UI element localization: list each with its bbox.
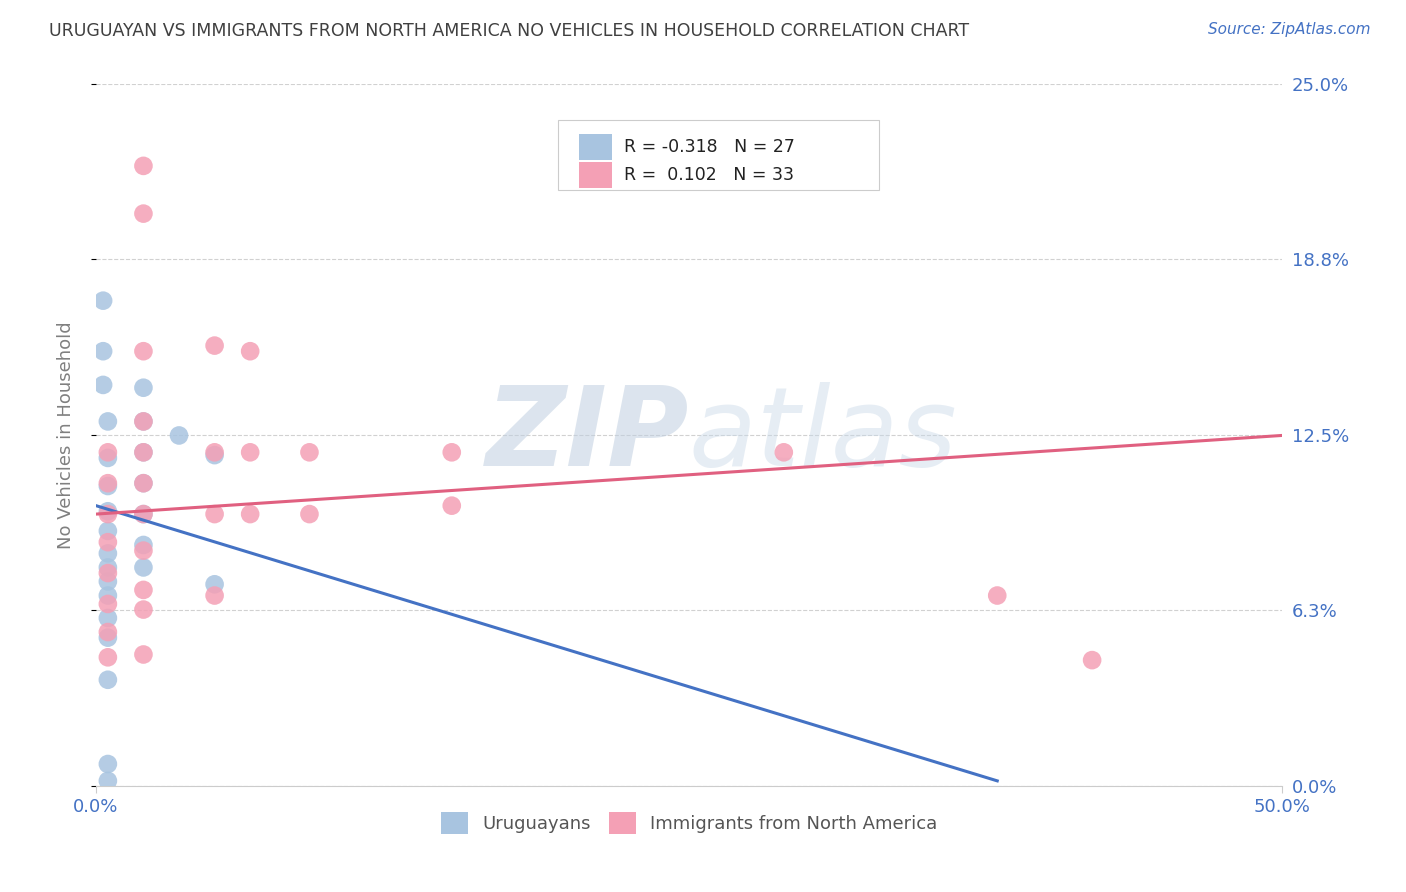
Point [132,648,155,662]
Point [97,611,120,625]
Point [132,159,155,173]
Point [132,476,155,491]
Point [97,673,120,687]
Point [97,479,120,493]
Y-axis label: No Vehicles in Household: No Vehicles in Household [58,322,75,549]
Point [97,574,120,589]
Point [97,476,120,491]
Point [132,602,155,616]
Point [132,543,155,558]
Point [97,524,120,538]
Point [97,445,120,459]
Text: ZIP: ZIP [485,382,689,489]
Point [204,589,226,603]
Point [298,445,321,459]
Text: Source: ZipAtlas.com: Source: ZipAtlas.com [1208,22,1371,37]
Point [97,450,120,465]
Point [440,445,463,459]
Point [298,507,321,521]
Text: R = -0.318   N = 27: R = -0.318 N = 27 [624,138,794,156]
Point [97,507,120,521]
Point [132,414,155,428]
FancyBboxPatch shape [579,134,612,161]
Point [91,378,114,392]
Point [97,625,120,640]
Point [239,507,262,521]
Point [132,344,155,359]
Point [97,757,120,772]
Point [204,507,226,521]
Point [132,414,155,428]
Point [204,338,226,352]
Point [1081,653,1104,667]
Point [132,476,155,491]
Point [132,560,155,574]
Point [97,414,120,428]
Text: R =  0.102   N = 33: R = 0.102 N = 33 [624,166,794,184]
FancyBboxPatch shape [579,161,612,188]
Point [97,773,120,788]
Point [204,577,226,591]
Point [97,650,120,665]
Point [97,589,120,603]
Point [132,381,155,395]
Point [132,206,155,220]
Point [239,344,262,359]
Point [204,448,226,462]
Point [97,566,120,580]
Point [204,445,226,459]
Point [132,445,155,459]
Point [132,538,155,552]
Point [91,293,114,308]
Text: URUGUAYAN VS IMMIGRANTS FROM NORTH AMERICA NO VEHICLES IN HOUSEHOLD CORRELATION : URUGUAYAN VS IMMIGRANTS FROM NORTH AMERI… [49,22,969,40]
Point [97,631,120,645]
Text: atlas: atlas [689,382,957,489]
Point [239,445,262,459]
Point [97,504,120,518]
Point [97,546,120,560]
Point [97,535,120,549]
Point [97,597,120,611]
Point [132,507,155,521]
Point [91,344,114,359]
Point [167,428,190,442]
Point [986,589,1008,603]
FancyBboxPatch shape [558,120,879,190]
Legend: Uruguayans, Immigrants from North America: Uruguayans, Immigrants from North Americ… [440,812,938,834]
Point [440,499,463,513]
Point [132,445,155,459]
Point [132,507,155,521]
Point [97,560,120,574]
Point [132,582,155,597]
Point [772,445,794,459]
